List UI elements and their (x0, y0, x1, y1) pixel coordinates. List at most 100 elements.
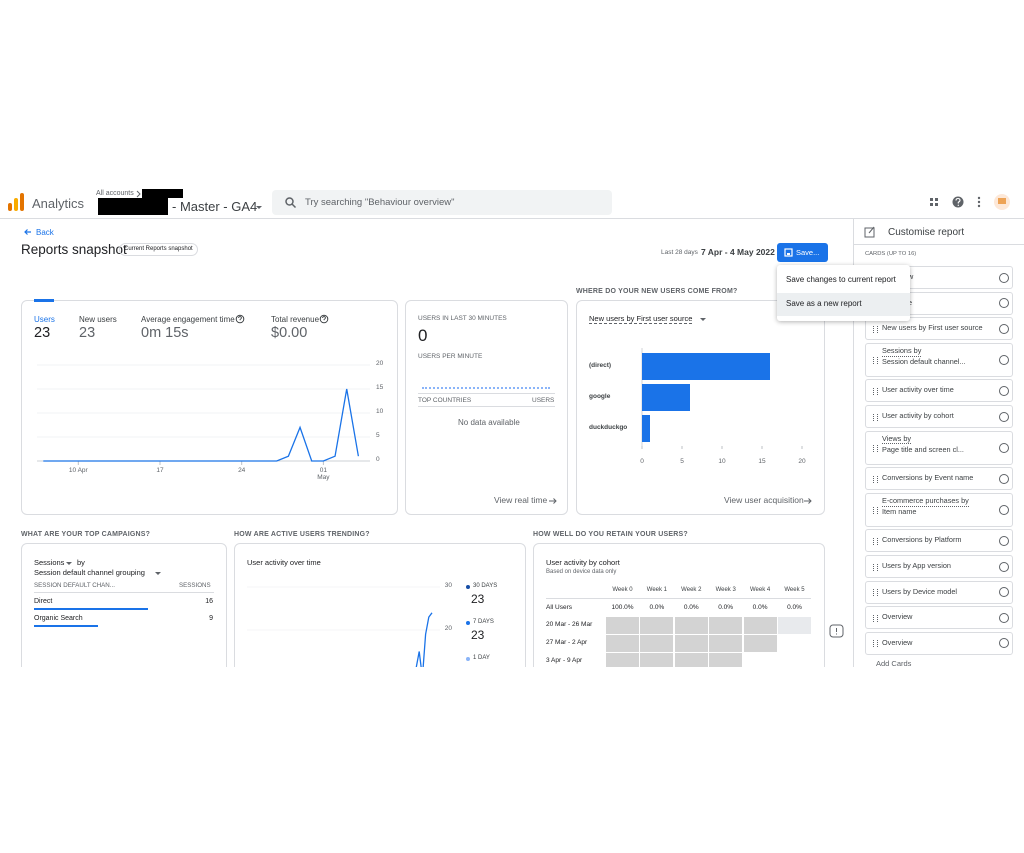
save-button[interactable] (777, 243, 828, 262)
remove-icon[interactable] (999, 561, 1009, 572)
remove-icon[interactable] (999, 442, 1009, 453)
cohort-cell (674, 653, 708, 667)
remove-icon[interactable] (999, 587, 1009, 598)
menu-item-label: Save as a new report (786, 299, 862, 308)
cell: 0.0% (649, 604, 665, 611)
drag-handle (873, 325, 878, 333)
add-cards[interactable]: Add Cards (876, 659, 912, 667)
report-card[interactable] (865, 405, 1013, 428)
metric-label[interactable]: Users (34, 315, 55, 324)
realtime-title: USERS IN LAST 30 MINUTES (418, 315, 507, 322)
report-card[interactable] (865, 631, 1013, 655)
col-header: SESSION DEFAULT CHAN... (34, 582, 115, 589)
report-card[interactable] (865, 467, 1013, 491)
divider (418, 406, 555, 407)
search-box[interactable] (272, 190, 612, 215)
card-label: E-commerce purchases by (882, 495, 969, 507)
y-tick-label: 5 (376, 432, 380, 439)
remove-icon[interactable] (999, 323, 1009, 334)
report-card[interactable] (865, 317, 1013, 341)
report-card[interactable] (865, 529, 1013, 553)
metric-selector[interactable]: Sessions (34, 558, 65, 567)
realtime-card (405, 300, 568, 515)
legend-label: 7 DAYS (473, 619, 494, 625)
arrow (549, 498, 557, 504)
report-card[interactable] (865, 606, 1013, 630)
cohort-cell (640, 617, 674, 634)
cohort-cell (778, 617, 811, 634)
row-bar (34, 625, 99, 627)
dropdown-arrow (66, 562, 72, 565)
legend-value: 23 (471, 628, 485, 642)
category-label: (direct) (589, 362, 612, 369)
back-link[interactable]: Back (36, 228, 54, 237)
feedback-icon[interactable] (829, 624, 845, 640)
save-label[interactable]: Save... (796, 248, 820, 257)
overview-card (21, 300, 398, 515)
report-card[interactable] (865, 555, 1013, 578)
section-title: WHERE DO YOUR NEW USERS COME FROM? (576, 288, 738, 295)
x-tick-label: 10 (718, 458, 726, 465)
acquisition-card (576, 300, 825, 515)
cohort-cell (709, 653, 743, 667)
date-label: Last 28 days (661, 249, 698, 256)
col-header: Week 2 (681, 587, 702, 593)
legend-label: 30 DAYS (473, 583, 498, 589)
card-label: Users by App version (882, 561, 951, 570)
cohort-cell (606, 617, 639, 634)
divider (418, 393, 555, 394)
x-tick-label: 0 (640, 458, 644, 465)
remove-icon[interactable] (999, 473, 1009, 484)
remove-icon[interactable] (999, 504, 1009, 515)
report-card[interactable] (865, 492, 1013, 527)
cohort-cell (640, 653, 674, 667)
view-link[interactable]: View real time (494, 495, 548, 505)
cell: 0.0% (787, 604, 802, 611)
card-title: User activity over time (247, 558, 321, 567)
row-label: All Users (546, 604, 573, 611)
card-label: Users by Device model (882, 586, 958, 596)
overview-chart (37, 314, 370, 465)
header-icons[interactable] (928, 193, 1024, 213)
date-range[interactable]: 7 Apr - 4 May 2022 (701, 247, 775, 257)
remove-icon[interactable] (999, 535, 1009, 546)
drag-handle (873, 589, 878, 597)
property-name[interactable]: - Master - GA4 (172, 199, 258, 214)
remove-icon[interactable] (999, 385, 1009, 396)
metric-value: 23 (34, 325, 51, 341)
metric-label[interactable]: New users (79, 315, 117, 324)
report-card[interactable] (865, 580, 1013, 604)
help-icon (319, 314, 329, 324)
menu-item[interactable]: Save changes to current report (777, 269, 910, 291)
card-label: Page title and screen cl... (882, 444, 964, 454)
remove-icon[interactable] (999, 272, 1009, 283)
y-tick-label: 20 (444, 625, 452, 632)
remove-icon[interactable] (999, 298, 1009, 309)
metric-value: 0m 15s (141, 325, 189, 341)
dropdown-arrow (700, 318, 706, 321)
dimension-selector[interactable]: New users by First user source (589, 314, 693, 324)
drag-handle (873, 640, 878, 648)
menu-item[interactable]: Save as a new report (777, 293, 910, 316)
breadcrumb[interactable]: All accounts (96, 190, 134, 197)
divider (853, 244, 1024, 245)
menu-item-label: Save changes to current report (786, 275, 896, 284)
report-card[interactable] (865, 342, 1013, 377)
report-card[interactable] (865, 430, 1013, 465)
line (415, 612, 433, 667)
y-tick-label: 10 (376, 408, 384, 415)
remove-icon[interactable] (999, 638, 1009, 649)
remove-icon[interactable] (999, 612, 1009, 623)
view-link[interactable]: View user acquisition (724, 495, 804, 505)
arrow (804, 498, 812, 504)
drag-handle (873, 387, 878, 395)
remove-icon[interactable] (999, 354, 1009, 365)
metric-label[interactable]: Total revenue (271, 315, 320, 324)
cohort-cell (709, 617, 743, 634)
app-name: Analytics (32, 196, 85, 211)
remove-icon[interactable] (999, 411, 1009, 422)
metric-label[interactable]: Average engagement time (141, 315, 235, 324)
card-label: Overview (882, 637, 913, 647)
report-card[interactable] (865, 379, 1013, 403)
dimension-selector[interactable]: Session default channel grouping (34, 568, 145, 577)
